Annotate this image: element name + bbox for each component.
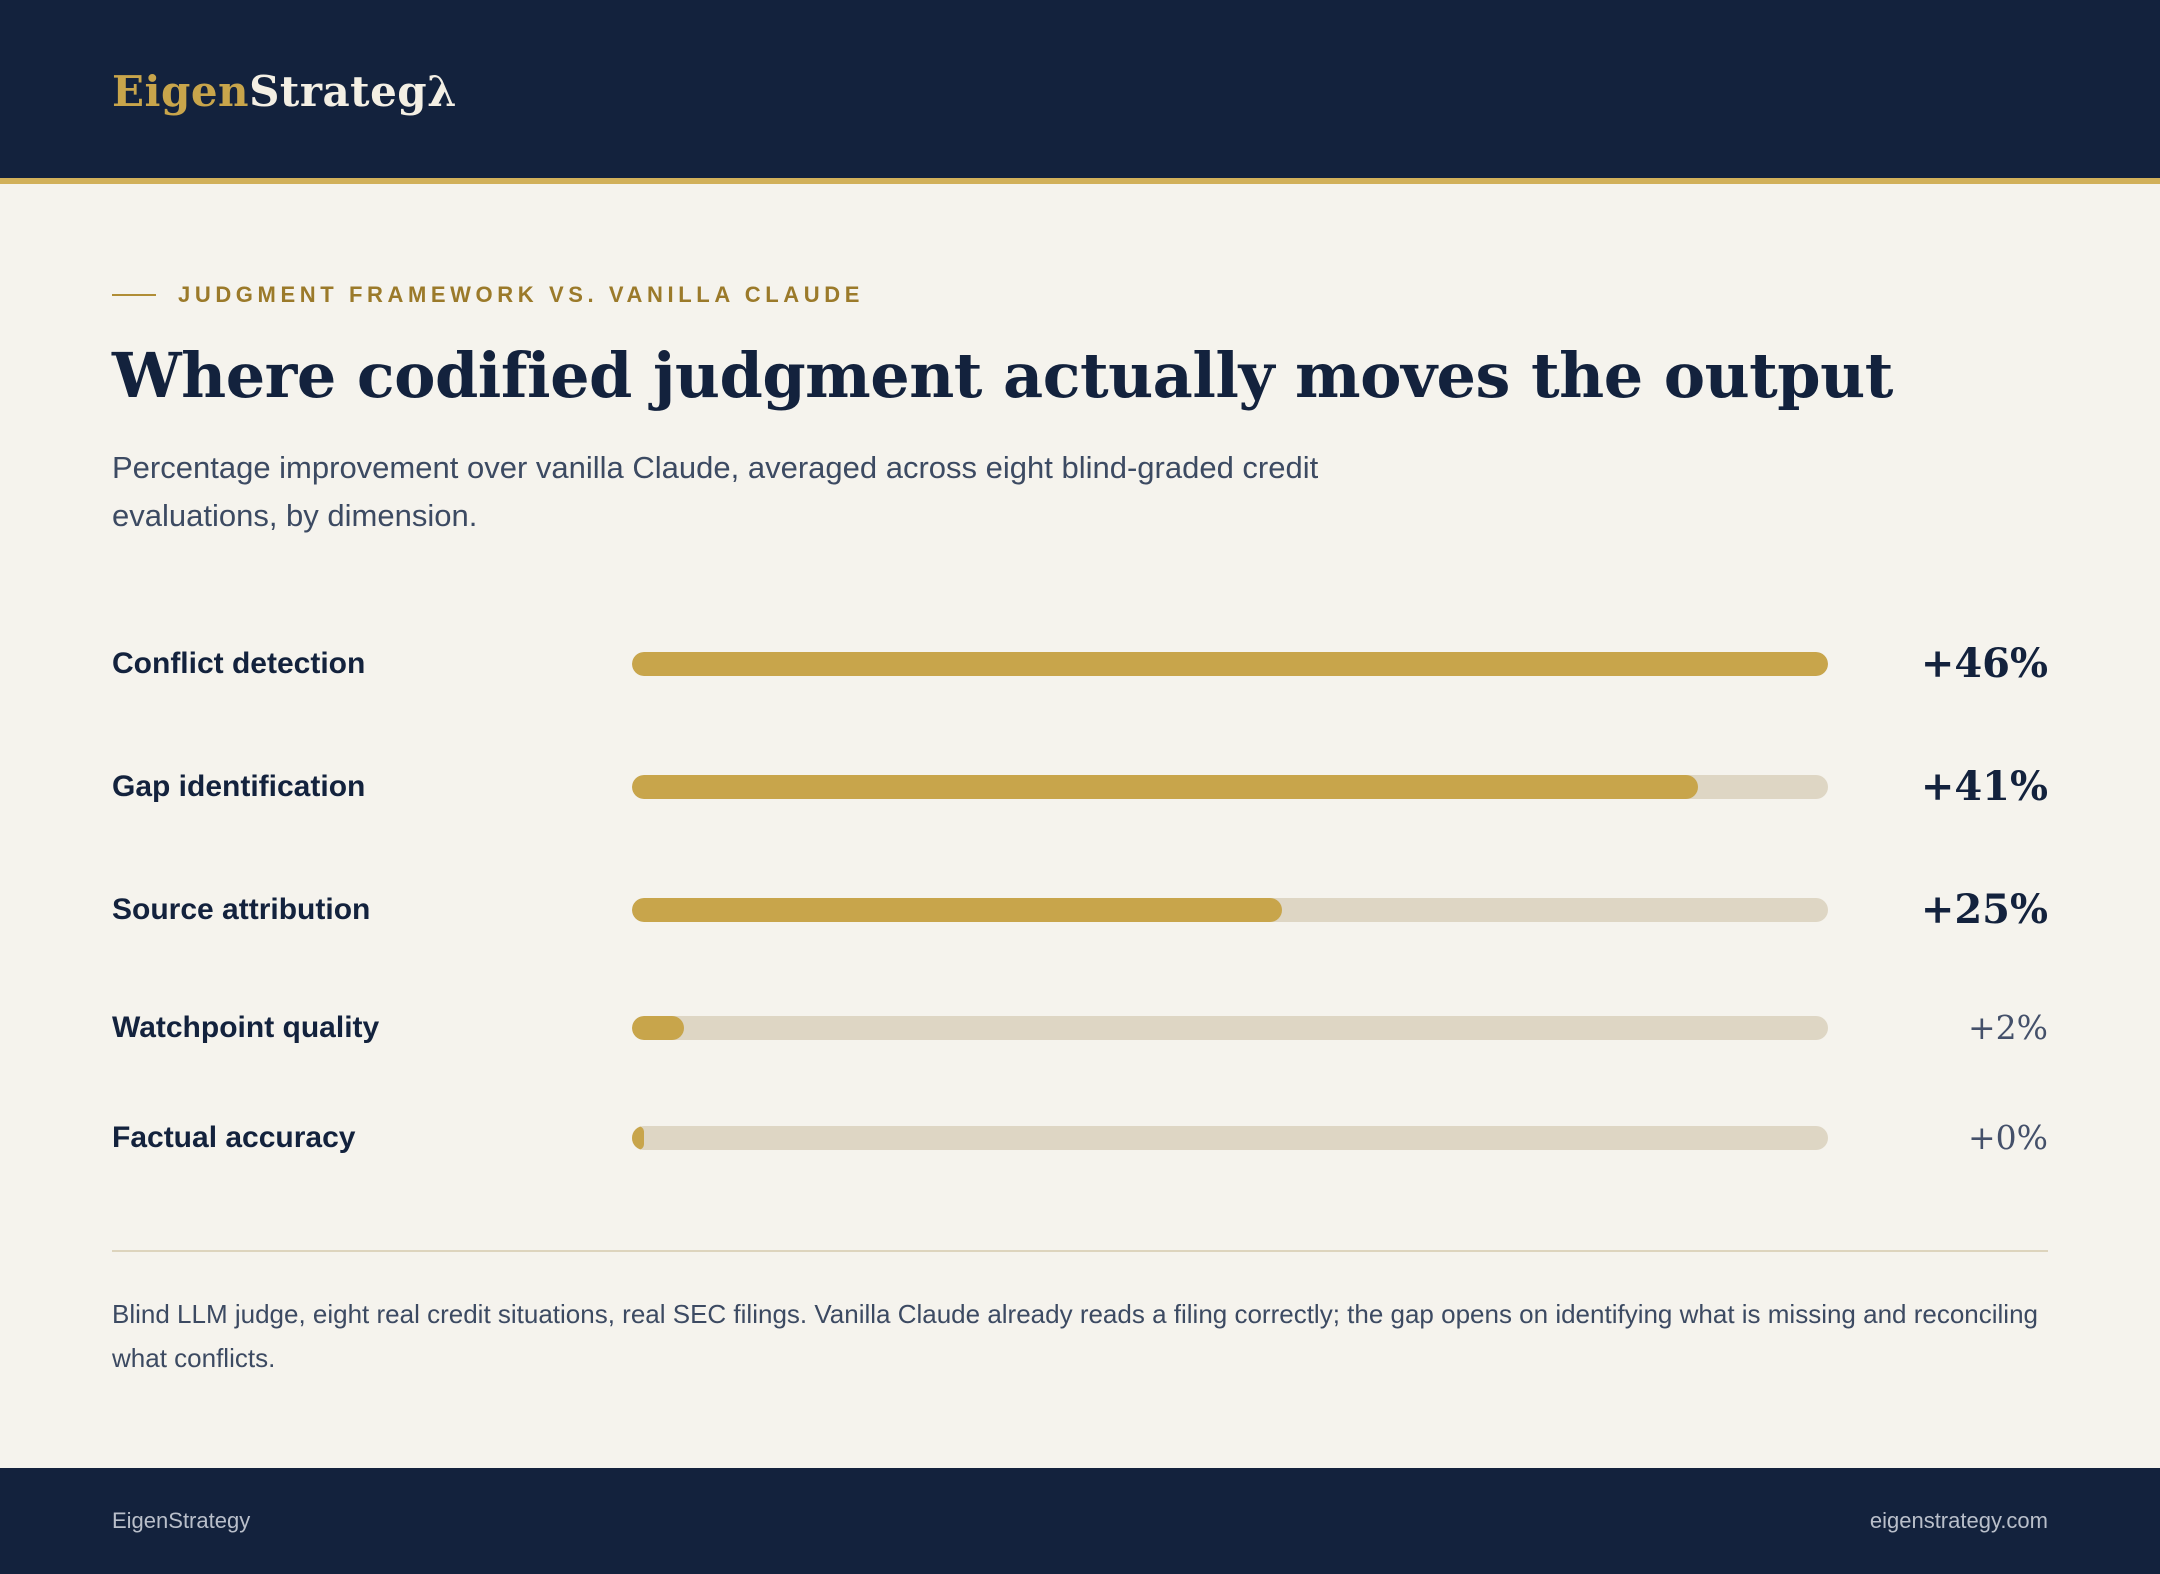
value-label: +41% [1920,763,2048,810]
brand-logo[interactable]: EigenStrategλ [112,66,457,118]
eyebrow: JUDGMENT FRAMEWORK VS. VANILLA CLAUDE [112,280,864,310]
bar-fill [632,898,1282,922]
bar-fill [632,1016,684,1040]
page-title: Where codified judgment actually moves t… [112,339,1893,412]
value-label: +0% [1967,1118,2048,1157]
chart-row: Conflict detection +46% [112,634,2048,694]
category-label: Factual accuracy [112,1121,356,1154]
footer-brand: EigenStrategy [112,1508,251,1533]
category-label: Watchpoint quality [112,1011,380,1044]
divider [112,1250,2048,1252]
eyebrow-text: JUDGMENT FRAMEWORK VS. VANILLA CLAUDE [178,282,864,307]
bar-track [632,775,1828,799]
value-label: +46% [1920,640,2048,687]
bar-track [632,1016,1828,1040]
bar-track [632,1126,1828,1150]
bar-track [632,898,1828,922]
chart-row: Factual accuracy +0% [112,1108,2048,1168]
brand-logo-part-strategy: Strategλ [249,67,458,116]
bar-fill [632,1126,644,1150]
footer-website-link[interactable]: eigenstrategy.com [1869,1508,2048,1533]
methodology-note: Blind LLM judge, eight real credit situa… [112,1299,2039,1373]
bar-track [632,652,1828,676]
value-label: +2% [1967,1008,2048,1047]
page-subtitle: Percentage improvement over vanilla Clau… [112,450,1319,533]
value-label: +25% [1920,886,2048,933]
chart-row: Watchpoint quality +2% [112,998,2048,1058]
eyebrow-rule [112,294,156,296]
category-label: Source attribution [112,893,371,926]
category-label: Gap identification [112,770,366,803]
bar-fill [632,775,1698,799]
chart-row: Gap identification +41% [112,757,2048,817]
chart-row: Source attribution +25% [112,880,2048,940]
category-label: Conflict detection [112,647,366,680]
header-bar: EigenStrategλ [0,0,2160,184]
footer-bar: EigenStrategy eigenstrategy.com [0,1468,2160,1574]
bar-fill [632,652,1828,676]
brand-logo-part-eigen: Eigen [112,67,250,116]
